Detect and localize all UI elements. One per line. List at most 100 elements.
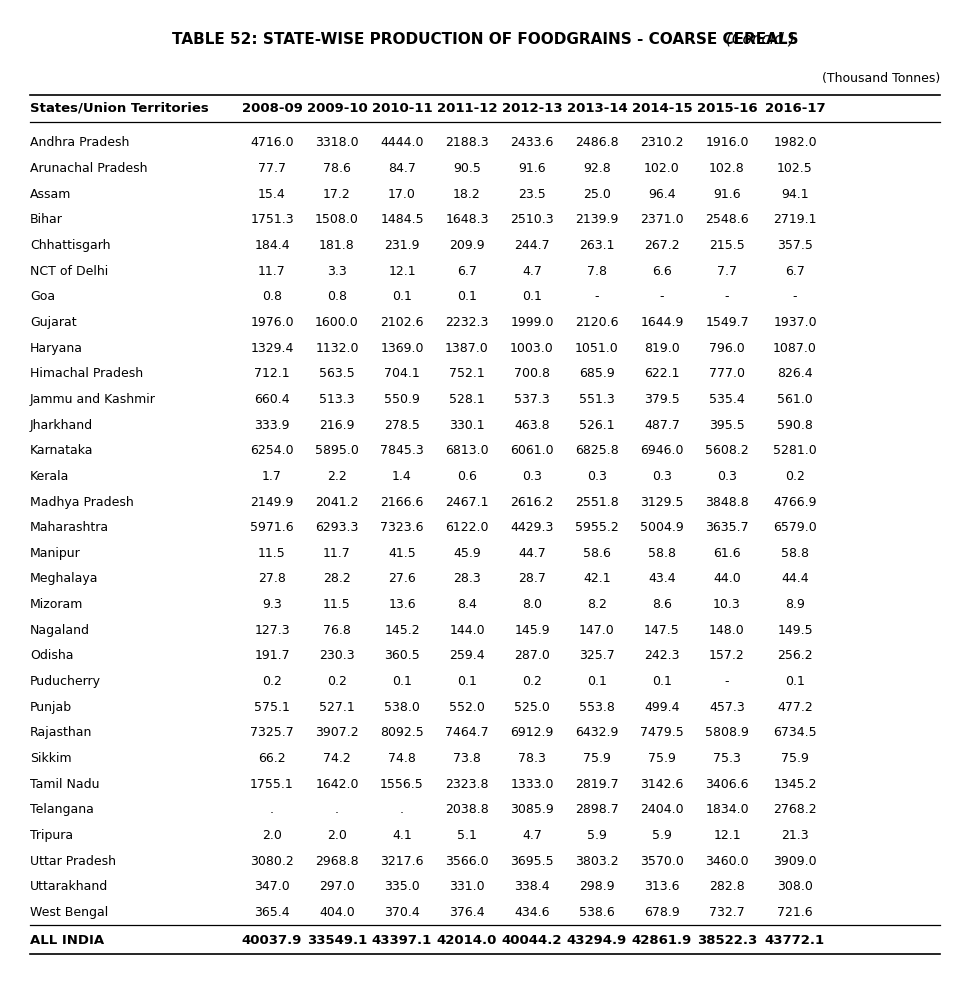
Text: 267.2: 267.2 [643,239,679,252]
Text: 4.1: 4.1 [391,829,412,842]
Text: 7.8: 7.8 [586,265,607,278]
Text: 3217.6: 3217.6 [380,855,423,868]
Text: 1600.0: 1600.0 [315,316,359,329]
Text: 704.1: 704.1 [384,367,420,380]
Text: -: - [594,290,599,303]
Text: 17.0: 17.0 [388,188,416,201]
Text: 0.1: 0.1 [521,290,542,303]
Text: Nagaland: Nagaland [30,624,90,637]
Text: 796.0: 796.0 [708,342,744,355]
Text: 2013-14: 2013-14 [566,102,627,114]
Text: 282.8: 282.8 [708,880,744,893]
Text: 1755.1: 1755.1 [250,778,294,791]
Text: 3.3: 3.3 [327,265,347,278]
Text: 278.5: 278.5 [384,419,420,432]
Text: 3129.5: 3129.5 [640,496,683,509]
Text: 3142.6: 3142.6 [640,778,683,791]
Text: 1937.0: 1937.0 [772,316,816,329]
Text: 537.3: 537.3 [514,393,549,406]
Text: Tamil Nadu: Tamil Nadu [30,778,100,791]
Text: 1999.0: 1999.0 [510,316,553,329]
Text: 499.4: 499.4 [643,701,679,714]
Text: 4444.0: 4444.0 [380,136,423,149]
Text: 308.0: 308.0 [776,880,812,893]
Text: 2.0: 2.0 [262,829,282,842]
Text: 2548.6: 2548.6 [704,213,748,226]
Text: 102.8: 102.8 [708,162,744,175]
Text: 1484.5: 1484.5 [380,213,423,226]
Text: West Bengal: West Bengal [30,906,109,919]
Text: 575.1: 575.1 [254,701,290,714]
Text: 330.1: 330.1 [449,419,484,432]
Text: Jammu and Kashmir: Jammu and Kashmir [30,393,156,406]
Text: 331.0: 331.0 [449,880,484,893]
Text: 10.3: 10.3 [712,598,740,611]
Text: -: - [659,290,664,303]
Text: 102.0: 102.0 [643,162,679,175]
Text: 1087.0: 1087.0 [772,342,816,355]
Text: 28.2: 28.2 [323,572,351,585]
Text: 1508.0: 1508.0 [315,213,359,226]
Text: (Thousand Tonnes): (Thousand Tonnes) [821,72,939,85]
Text: 0.1: 0.1 [586,675,607,688]
Text: 338.4: 338.4 [514,880,549,893]
Text: 28.3: 28.3 [453,572,481,585]
Text: 2768.2: 2768.2 [772,803,816,816]
Text: 58.8: 58.8 [780,547,808,560]
Text: 102.5: 102.5 [776,162,812,175]
Text: 360.5: 360.5 [384,649,420,662]
Text: 230.3: 230.3 [319,649,355,662]
Text: 209.9: 209.9 [449,239,484,252]
Text: 0.8: 0.8 [262,290,282,303]
Text: 1916.0: 1916.0 [704,136,748,149]
Text: 92.8: 92.8 [582,162,610,175]
Text: 0.1: 0.1 [391,675,412,688]
Text: 526.1: 526.1 [578,419,614,432]
Text: 550.9: 550.9 [384,393,420,406]
Text: 13.6: 13.6 [388,598,416,611]
Text: 5.9: 5.9 [586,829,607,842]
Text: 5.9: 5.9 [651,829,672,842]
Text: 1345.2: 1345.2 [772,778,816,791]
Text: 3318.0: 3318.0 [315,136,359,149]
Text: Meghalaya: Meghalaya [30,572,99,585]
Text: 191.7: 191.7 [254,649,290,662]
Text: 44.4: 44.4 [780,572,808,585]
Text: 325.7: 325.7 [578,649,614,662]
Text: 0.1: 0.1 [456,675,477,688]
Text: 5955.2: 5955.2 [575,521,618,534]
Text: 2719.1: 2719.1 [772,213,816,226]
Text: Uttar Pradesh: Uttar Pradesh [30,855,116,868]
Text: 242.3: 242.3 [643,649,679,662]
Text: 0.3: 0.3 [716,470,736,483]
Text: 1642.0: 1642.0 [315,778,359,791]
Text: 1329.4: 1329.4 [250,342,294,355]
Text: 5004.9: 5004.9 [640,521,683,534]
Text: Rajasthan: Rajasthan [30,726,92,739]
Text: 298.9: 298.9 [578,880,614,893]
Text: 231.9: 231.9 [384,239,420,252]
Text: 3085.9: 3085.9 [510,803,553,816]
Text: 11.7: 11.7 [258,265,286,278]
Text: 1549.7: 1549.7 [704,316,748,329]
Text: 12.1: 12.1 [388,265,416,278]
Text: 5808.9: 5808.9 [704,726,748,739]
Text: 21.3: 21.3 [780,829,808,842]
Text: 6061.0: 6061.0 [510,444,553,457]
Text: 2.0: 2.0 [327,829,347,842]
Text: 78.3: 78.3 [517,752,546,765]
Text: 33549.1: 33549.1 [306,934,366,947]
Text: 370.4: 370.4 [384,906,420,919]
Text: 535.4: 535.4 [708,393,744,406]
Text: 2616.2: 2616.2 [510,496,553,509]
Text: 66.2: 66.2 [258,752,286,765]
Text: 6734.5: 6734.5 [772,726,816,739]
Text: 8092.5: 8092.5 [380,726,423,739]
Text: 463.8: 463.8 [514,419,549,432]
Text: 6813.0: 6813.0 [445,444,488,457]
Text: Uttarakhand: Uttarakhand [30,880,109,893]
Text: 752.1: 752.1 [449,367,484,380]
Text: 94.1: 94.1 [780,188,808,201]
Text: 216.9: 216.9 [319,419,355,432]
Text: 8.0: 8.0 [521,598,542,611]
